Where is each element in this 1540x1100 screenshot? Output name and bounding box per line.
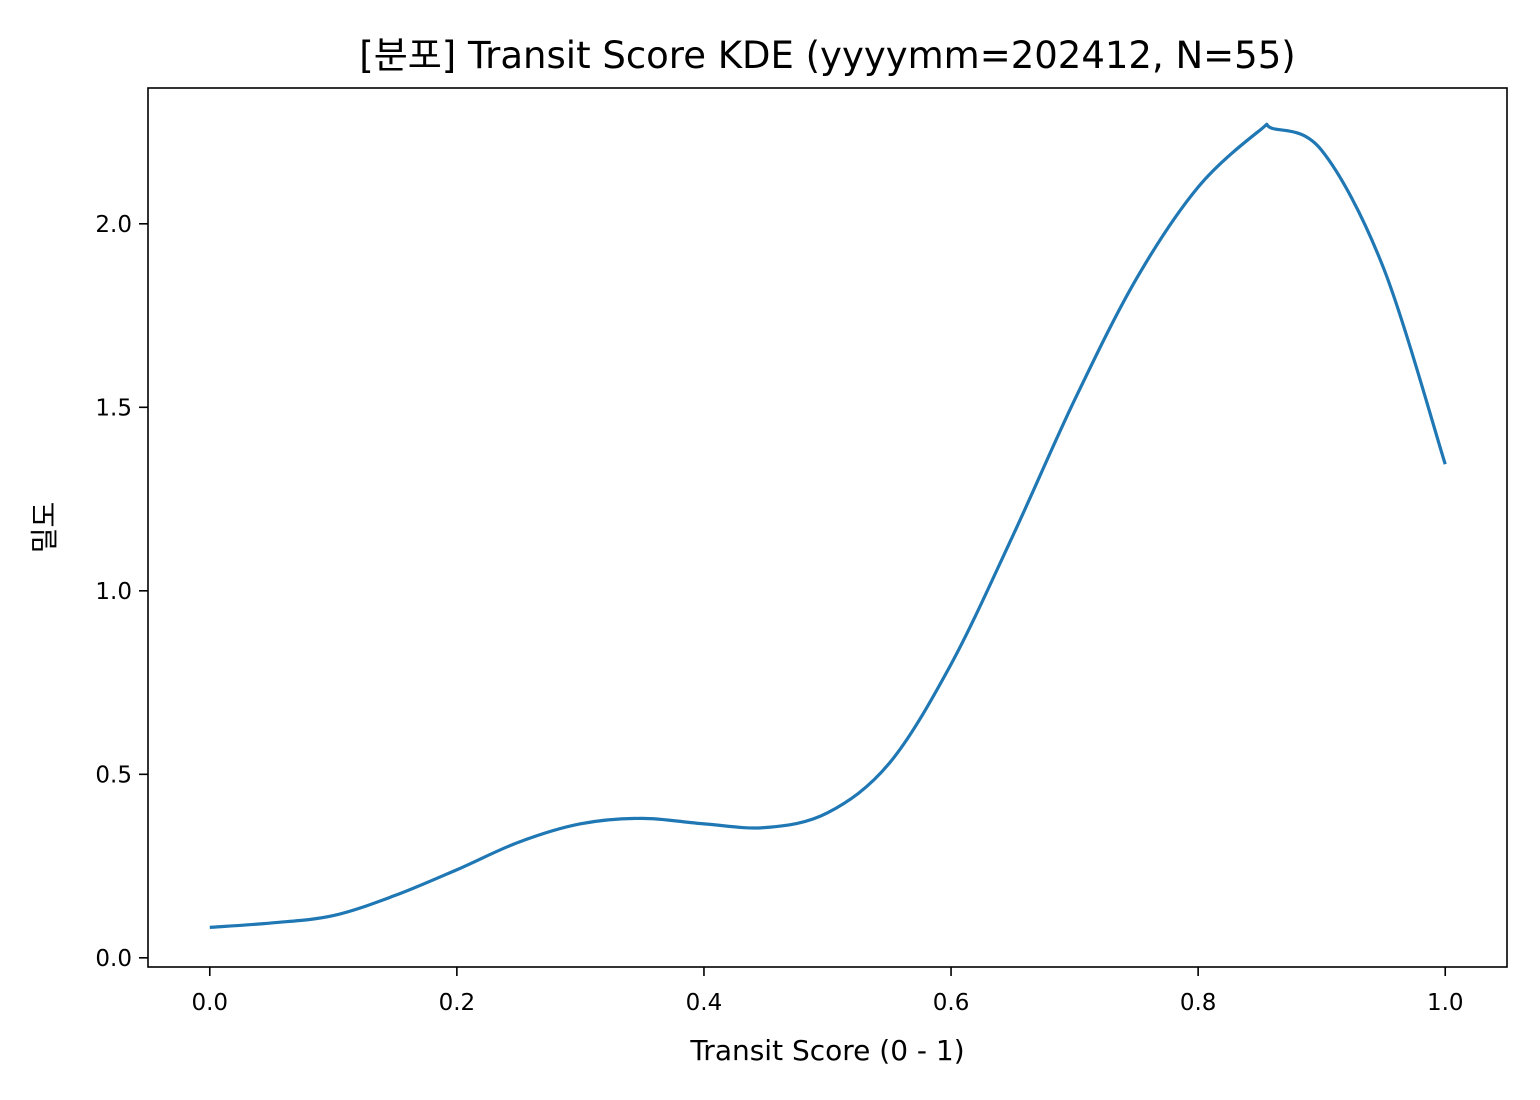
y-tick-label: 1.0 (95, 579, 132, 605)
x-tick-label: 0.6 (933, 990, 970, 1016)
plot-frame (147, 87, 1508, 968)
chart-title: [분포] Transit Score KDE (yyyymm=202412, N… (359, 34, 1295, 77)
x-tick-label: 0.8 (1180, 990, 1217, 1016)
y-tick-label: 0.0 (95, 946, 132, 972)
x-tick-label: 0.4 (686, 990, 723, 1016)
y-tick-label: 2.0 (95, 212, 132, 238)
kde-series-line (209, 122, 1447, 929)
x-axis-label: Transit Score (0 - 1) (689, 1034, 964, 1067)
y-axis: 0.0 0.5 1.0 1.5 2.0 (95, 212, 148, 972)
x-axis: 0.0 0.2 0.4 0.6 0.8 1.0 (191, 967, 1464, 1016)
y-tick-label: 0.5 (95, 762, 132, 788)
x-tick-label: 0.0 (191, 990, 228, 1016)
y-axis-label: 밀도 (28, 502, 61, 554)
x-tick-label: 1.0 (1427, 990, 1464, 1016)
x-tick-label: 0.2 (439, 990, 476, 1016)
y-tick-label: 1.5 (95, 395, 132, 421)
